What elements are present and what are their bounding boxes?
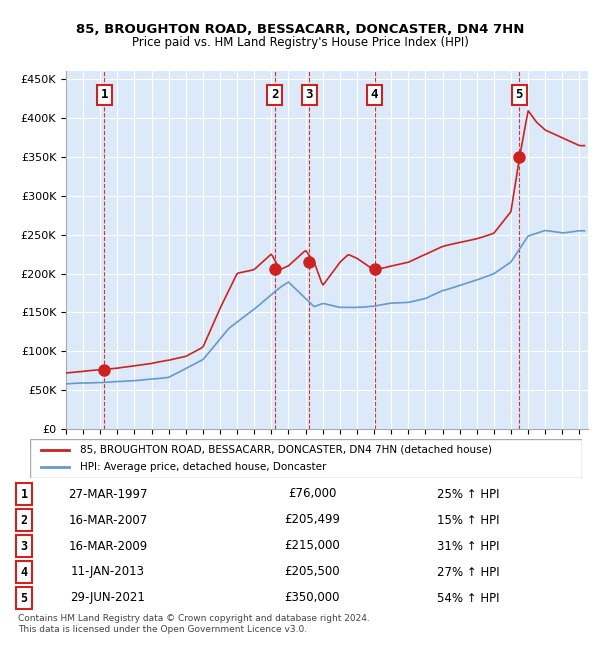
Text: 11-JAN-2013: 11-JAN-2013 xyxy=(71,566,145,578)
Text: 2: 2 xyxy=(271,88,279,101)
Text: 31% ↑ HPI: 31% ↑ HPI xyxy=(437,540,499,552)
Text: £350,000: £350,000 xyxy=(284,592,340,604)
Text: Contains HM Land Registry data © Crown copyright and database right 2024.
This d: Contains HM Land Registry data © Crown c… xyxy=(18,614,370,634)
Text: £215,000: £215,000 xyxy=(284,540,340,552)
Text: 85, BROUGHTON ROAD, BESSACARR, DONCASTER, DN4 7HN: 85, BROUGHTON ROAD, BESSACARR, DONCASTER… xyxy=(76,23,524,36)
Text: 27-MAR-1997: 27-MAR-1997 xyxy=(68,488,148,500)
Text: 1: 1 xyxy=(100,88,108,101)
Text: £205,499: £205,499 xyxy=(284,514,340,526)
Text: 5: 5 xyxy=(515,88,523,101)
Text: 3: 3 xyxy=(20,540,28,552)
Text: 25% ↑ HPI: 25% ↑ HPI xyxy=(437,488,499,500)
Text: 4: 4 xyxy=(371,88,379,101)
Text: Price paid vs. HM Land Registry's House Price Index (HPI): Price paid vs. HM Land Registry's House … xyxy=(131,36,469,49)
FancyBboxPatch shape xyxy=(30,439,582,478)
Text: 27% ↑ HPI: 27% ↑ HPI xyxy=(437,566,499,578)
Text: £205,500: £205,500 xyxy=(284,566,340,578)
Text: 2: 2 xyxy=(20,514,28,526)
Text: 15% ↑ HPI: 15% ↑ HPI xyxy=(437,514,499,526)
Text: 16-MAR-2007: 16-MAR-2007 xyxy=(68,514,148,526)
Text: 3: 3 xyxy=(305,88,313,101)
Text: 1: 1 xyxy=(20,488,28,500)
Text: 29-JUN-2021: 29-JUN-2021 xyxy=(71,592,145,604)
Text: HPI: Average price, detached house, Doncaster: HPI: Average price, detached house, Donc… xyxy=(80,462,326,472)
Text: £76,000: £76,000 xyxy=(288,488,336,500)
Text: 16-MAR-2009: 16-MAR-2009 xyxy=(68,540,148,552)
Text: 4: 4 xyxy=(20,566,28,578)
Text: 85, BROUGHTON ROAD, BESSACARR, DONCASTER, DN4 7HN (detached house): 85, BROUGHTON ROAD, BESSACARR, DONCASTER… xyxy=(80,445,491,454)
Text: 54% ↑ HPI: 54% ↑ HPI xyxy=(437,592,499,604)
Text: 5: 5 xyxy=(20,592,28,604)
